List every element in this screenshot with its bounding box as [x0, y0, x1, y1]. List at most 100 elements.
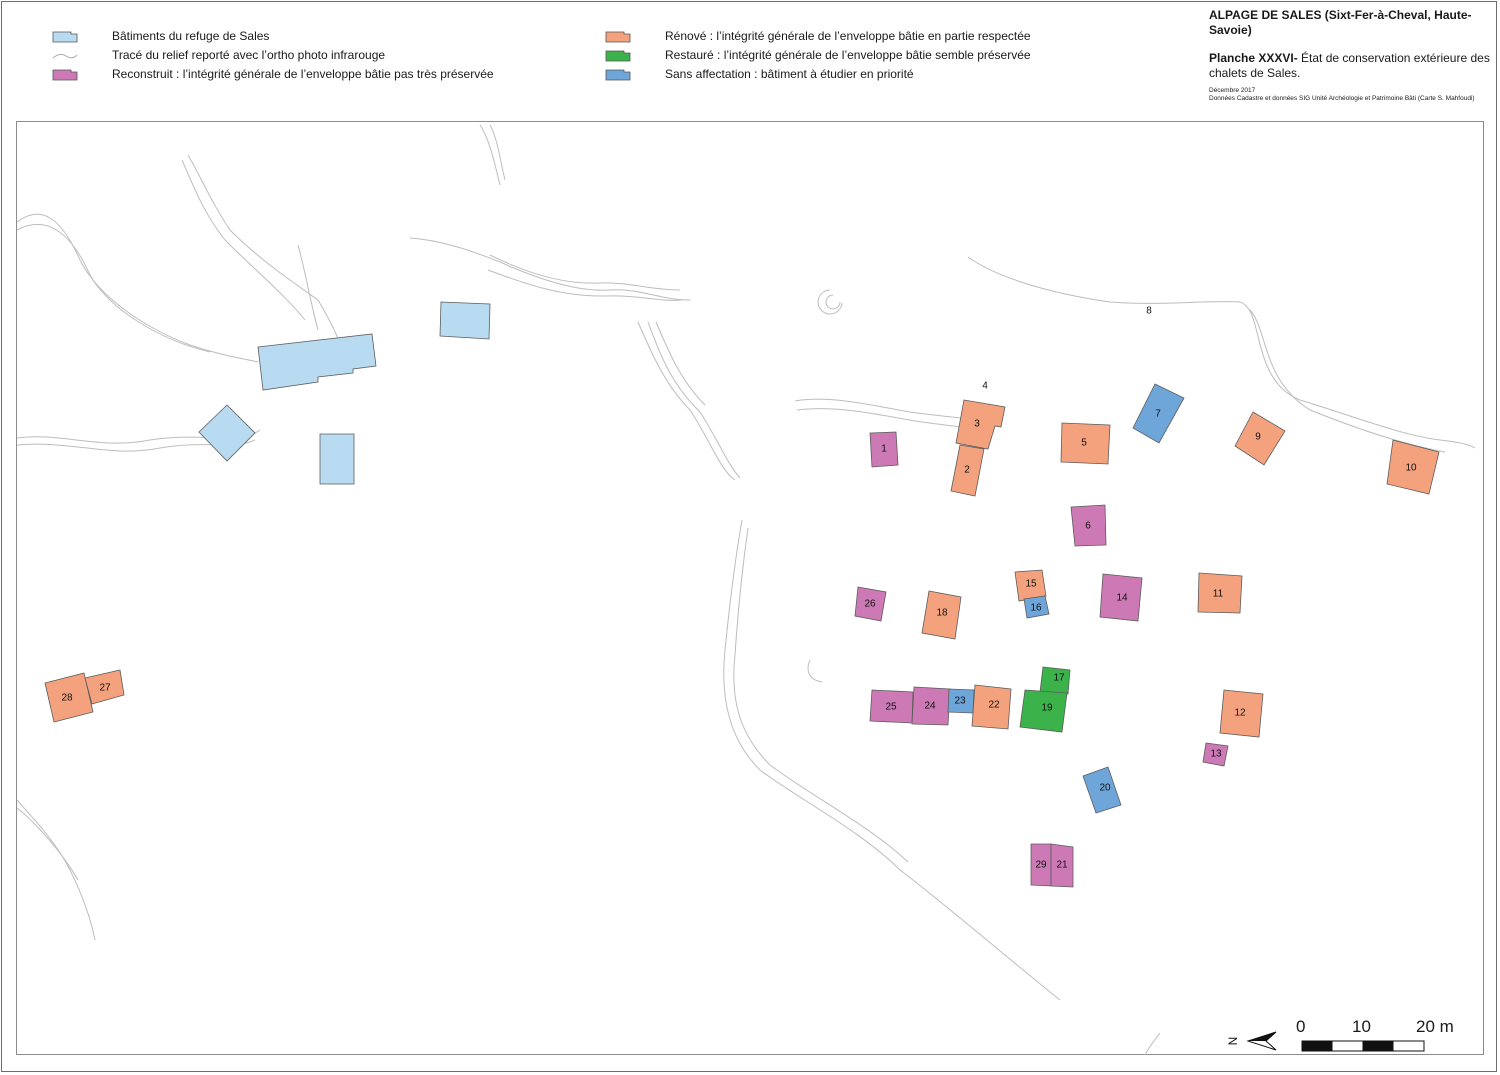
building-label: 19 [1041, 703, 1053, 714]
relief-line [825, 294, 841, 310]
reconstruit-swatch-icon [52, 69, 78, 81]
sans-swatch-icon [605, 69, 631, 81]
relief-line [409, 237, 691, 301]
map-date: Décembre 2017 [1209, 87, 1494, 95]
building-label: 26 [864, 599, 876, 610]
building-18 [921, 590, 962, 640]
building-label: 23 [954, 696, 966, 707]
building-label: 2 [964, 465, 970, 476]
relief-line [187, 154, 346, 359]
building-label: 27 [99, 683, 111, 694]
building-label: 25 [885, 702, 897, 713]
building-label: 24 [924, 701, 936, 712]
building-19 [1019, 689, 1068, 733]
relief-line [807, 659, 823, 683]
building-1 [869, 431, 899, 468]
relief-line [637, 321, 736, 481]
building-26 [854, 586, 887, 622]
relief-line [796, 408, 986, 429]
relief-line [16, 799, 96, 941]
refuge-swatch-icon [52, 31, 78, 43]
refuge-building [439, 301, 491, 340]
legend-label-refuge: Bâtiments du refuge de Sales [112, 29, 270, 43]
relief-line [489, 254, 681, 291]
legend-label-renove: Rénové : l’intégrité générale de l’envel… [665, 29, 1031, 43]
north-arrow-icon: N [1226, 1031, 1277, 1051]
relief-line [16, 223, 211, 353]
building-label: 28 [61, 693, 73, 704]
building-10 [1386, 439, 1440, 495]
renove-swatch-icon [605, 31, 631, 43]
building-label: 6 [1085, 521, 1091, 532]
date-text: Décembre 2017 [1209, 87, 1256, 94]
refuge-buildings [198, 301, 491, 485]
relief-line [489, 124, 506, 181]
building-label: 3 [974, 419, 980, 430]
scale-segment [1392, 1040, 1425, 1052]
legend-label-relief: Tracé du relief reporté avec l’ortho pho… [112, 48, 386, 62]
refuge-building [319, 433, 355, 485]
building-label: 1 [881, 444, 887, 455]
plate-description: État de conservation extérieure des chal… [1209, 51, 1490, 80]
map-title: ALPAGE DE SALES (Sixt-Fer-à-Cheval, Haut… [1209, 8, 1472, 37]
building-3 [955, 399, 1006, 450]
building-12 [1219, 689, 1264, 738]
relief-line [16, 807, 79, 881]
building-label: 9 [1255, 432, 1261, 443]
scale-segment [1362, 1040, 1394, 1052]
building-label: 21 [1056, 860, 1068, 871]
building-label: 22 [988, 700, 1000, 711]
building-label: 14 [1116, 593, 1128, 604]
building-11 [1197, 572, 1243, 614]
relief-line [733, 527, 909, 863]
title-block: ALPAGE DE SALES (Sixt-Fer-à-Cheval, Haut… [1209, 8, 1494, 103]
relief-line [479, 124, 501, 186]
building-label: 16 [1030, 603, 1042, 614]
building-17 [1039, 666, 1071, 695]
scale-tick-10: 10 [1352, 1017, 1371, 1036]
building-27 [84, 669, 125, 705]
building-label: 11 [1213, 589, 1224, 600]
legend-label-sans: Sans affectation : bâtiment à étudier en… [665, 67, 914, 81]
building-label: 17 [1053, 673, 1065, 684]
refuge-building [257, 333, 377, 391]
scale-tick-20: 20 m [1416, 1017, 1454, 1036]
map-source: Données Cadastre et données SIG Unité Ar… [1209, 95, 1494, 103]
building-label: 7 [1155, 409, 1161, 420]
building-24 [911, 686, 951, 726]
building-5 [1060, 422, 1111, 465]
relief-line [655, 321, 706, 406]
legend-label-restaure: Restauré : l’intégrité générale de l’env… [665, 48, 1031, 62]
plate-number: Planche XXXVI- [1209, 51, 1298, 65]
legend-label-reconstruit: Reconstruit : l’intégrité générale de l’… [112, 67, 494, 81]
chalets [44, 383, 1440, 888]
building-20 [1082, 766, 1122, 814]
scale-tick-0: 0 [1296, 1017, 1306, 1036]
relief-line [487, 269, 683, 301]
north-letter: N [1226, 1037, 1240, 1046]
building-14 [1099, 573, 1143, 622]
building-label: 20 [1099, 783, 1111, 794]
building-16 [1023, 595, 1050, 619]
relief-line [967, 256, 1241, 304]
building-label: 18 [936, 608, 948, 619]
scale-segment [1301, 1040, 1333, 1052]
building-label: 10 [1405, 463, 1417, 474]
map-frame [16, 121, 1484, 1055]
building-label: 29 [1035, 860, 1047, 871]
relief-line [181, 159, 306, 321]
relief-line [297, 244, 319, 331]
relief-line [16, 213, 259, 363]
building-label: 5 [1081, 438, 1087, 449]
plate-title: Planche XXXVI- État de conservation exté… [1209, 51, 1494, 81]
building-label: 8 [1146, 306, 1152, 317]
relief-line [794, 398, 981, 421]
restaure-swatch-icon [605, 50, 631, 62]
building-label: 13 [1210, 749, 1222, 760]
building-2 [950, 444, 985, 497]
building-labels: 1 2 3 4 5 6 7 8 9 10 11 12 13 14 15 16 1… [61, 306, 1417, 871]
building-28 [44, 672, 94, 723]
source-text: Données Cadastre et données SIG Unité Ar… [1209, 95, 1475, 102]
relief-line [817, 289, 843, 315]
